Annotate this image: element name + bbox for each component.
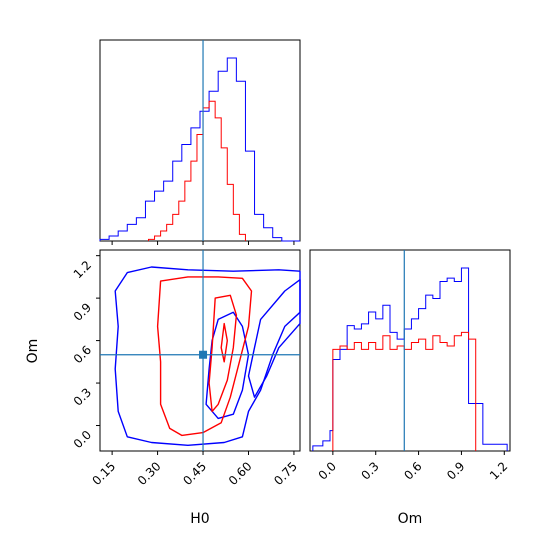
contour-ytick-label: 0.3 (71, 385, 94, 408)
xlabel-om: Om (398, 511, 423, 527)
om-hist-xtick-label: 1.2 (487, 459, 510, 482)
xlabel-h0: H0 (190, 511, 209, 527)
ylabel-om: Om (25, 339, 41, 364)
contour-series_b-0 (156, 276, 253, 437)
om-hist-series_a (312, 267, 508, 451)
contour-series_b-1 (208, 294, 238, 413)
om-hist-panel (309, 249, 511, 452)
contour-series_b-2 (220, 322, 228, 363)
h0-hist-layer (99, 40, 300, 242)
h0-hist-panel (99, 39, 301, 242)
contour-layer (100, 250, 301, 451)
contour-xtick-label: 0.15 (89, 459, 118, 488)
contour-xtick-label: 0.45 (180, 459, 209, 488)
om-hist-layer (312, 250, 508, 451)
contour-panel (99, 249, 301, 452)
h0-hist-series-a (99, 57, 300, 242)
h0-hist-series-b (147, 100, 246, 241)
om-hist-xtick-label: 0.0 (316, 459, 339, 482)
contour-xtick-label: 0.60 (226, 459, 255, 488)
contour-ytick-label: 0.0 (71, 428, 94, 451)
om-hist-xtick-label: 0.3 (358, 459, 381, 482)
contour-ytick-label: 1.2 (71, 258, 94, 281)
om-hist-xtick-label: 0.9 (444, 459, 467, 482)
contour-ytick-label: 0.9 (71, 300, 94, 323)
contour-xtick-label: 0.30 (135, 459, 164, 488)
contour-series_a-1 (205, 311, 250, 420)
contour-series_a-0 (114, 266, 301, 446)
truth-marker (199, 350, 208, 359)
contour-series_a-2 (247, 279, 301, 398)
contour-xtick-label: 0.75 (271, 459, 300, 488)
om-hist-xtick-label: 0.6 (401, 459, 424, 482)
contour-ytick-label: 0.6 (71, 343, 94, 366)
